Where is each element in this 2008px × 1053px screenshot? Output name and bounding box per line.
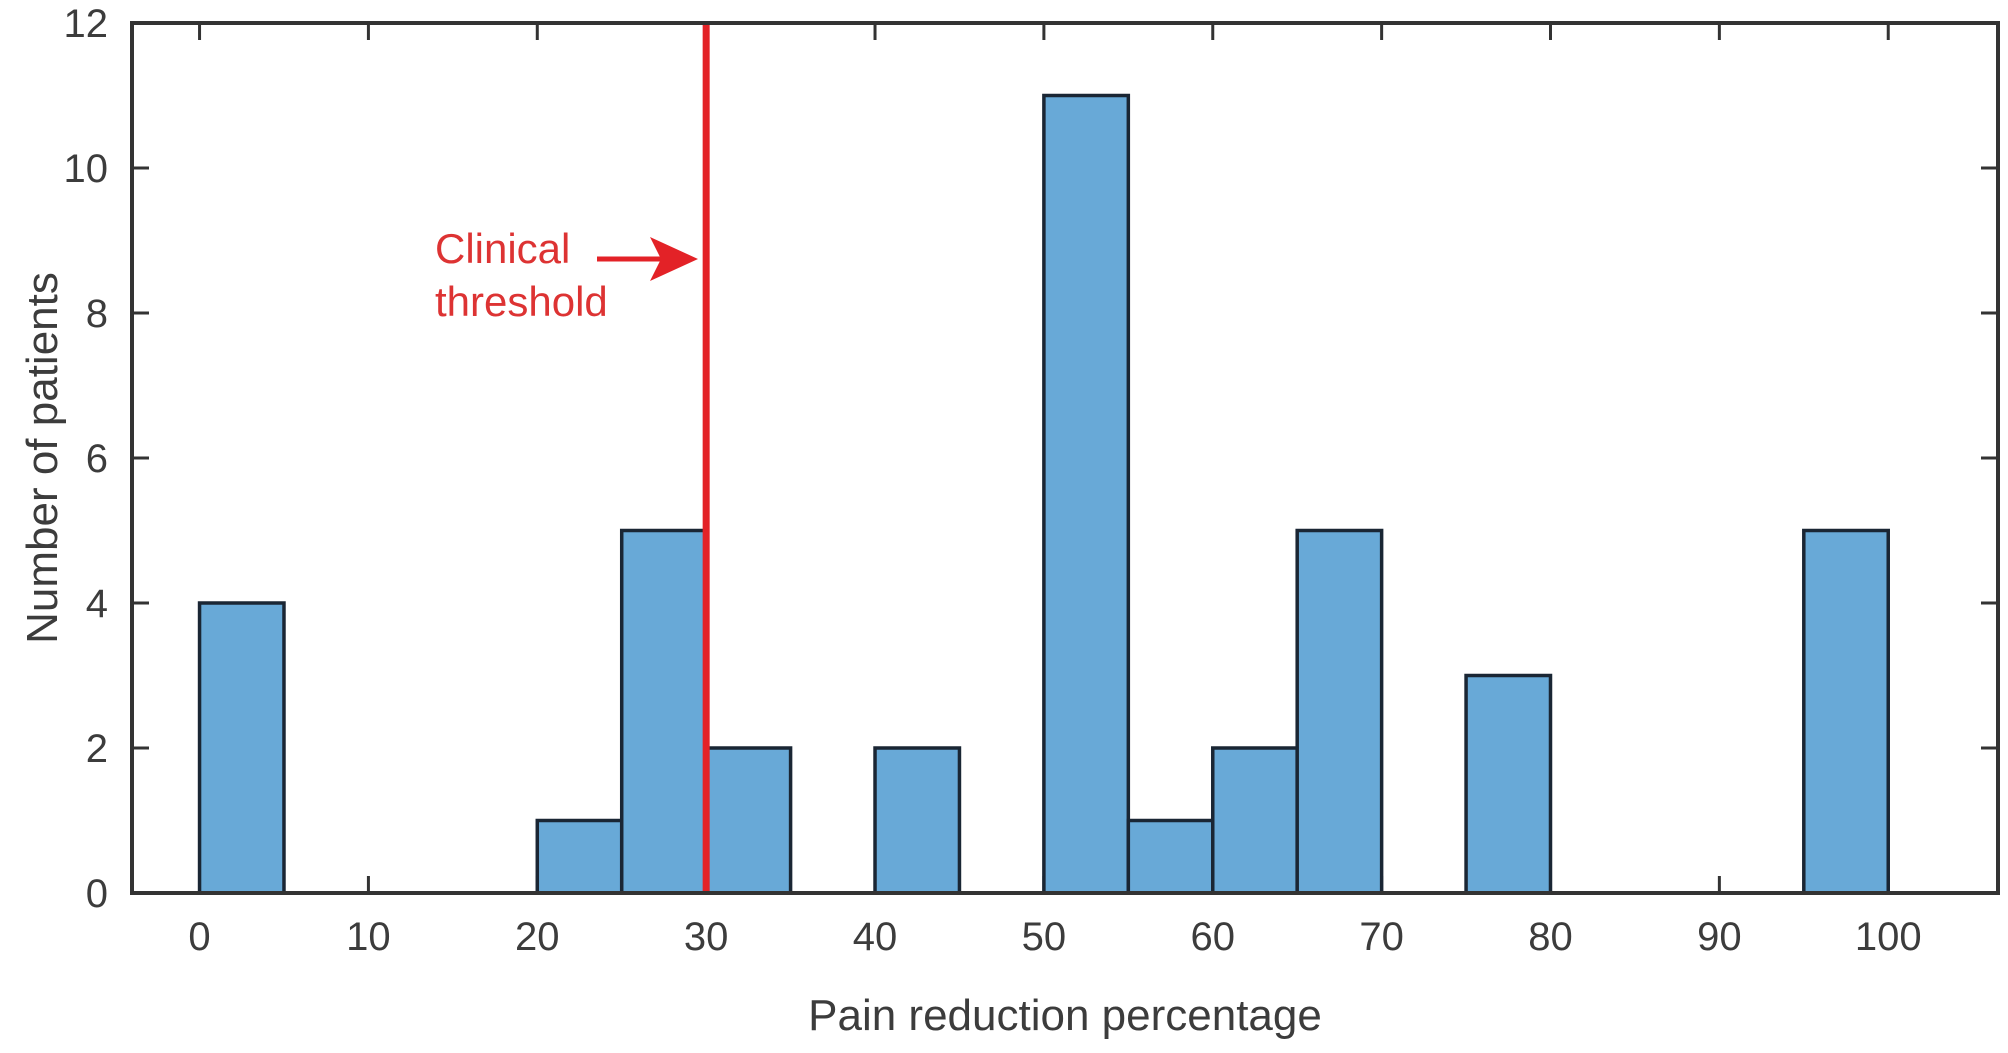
x-tick-label: 60 bbox=[1191, 915, 1236, 959]
histogram-bar bbox=[1211, 746, 1299, 895]
histogram-bar bbox=[1802, 528, 1890, 895]
plot-border bbox=[130, 21, 2000, 895]
histogram-bar bbox=[1042, 93, 1131, 895]
x-axis-label: Pain reduction percentage bbox=[808, 991, 1322, 1040]
threshold-annotation-line1: Clinical bbox=[435, 225, 570, 272]
x-tick-label: 0 bbox=[188, 915, 210, 959]
y-tick-label: 2 bbox=[86, 727, 108, 771]
x-tick-label: 70 bbox=[1359, 915, 1404, 959]
histogram-bar bbox=[619, 528, 708, 895]
x-tick-label: 40 bbox=[853, 915, 898, 959]
x-tick-label: 20 bbox=[515, 915, 560, 959]
threshold-annotation-line2: threshold bbox=[435, 278, 608, 325]
histogram-bar bbox=[873, 746, 962, 895]
histogram-bar bbox=[1464, 673, 1553, 895]
histogram-bar bbox=[704, 746, 793, 895]
y-tick-label: 12 bbox=[64, 2, 109, 46]
y-tick-label: 6 bbox=[86, 437, 108, 481]
histogram-bar bbox=[1126, 818, 1215, 895]
y-tick-label: 0 bbox=[86, 872, 108, 916]
x-tick-label: 90 bbox=[1697, 915, 1742, 959]
y-tick-label: 10 bbox=[64, 147, 109, 191]
y-tick-label: 4 bbox=[86, 582, 108, 626]
x-tick-label: 10 bbox=[346, 915, 391, 959]
x-tick-label: 50 bbox=[1022, 915, 1067, 959]
histogram-bar bbox=[197, 601, 286, 895]
x-tick-label: 80 bbox=[1528, 915, 1573, 959]
x-tick-label: 100 bbox=[1855, 915, 1922, 959]
threshold-arrow-head-icon bbox=[650, 237, 698, 281]
histogram-bar bbox=[535, 818, 624, 895]
y-tick-label: 8 bbox=[86, 292, 108, 336]
histogram-bar bbox=[1295, 528, 1384, 895]
y-axis-label: Number of patients bbox=[18, 272, 67, 644]
x-tick-label: 30 bbox=[684, 915, 729, 959]
